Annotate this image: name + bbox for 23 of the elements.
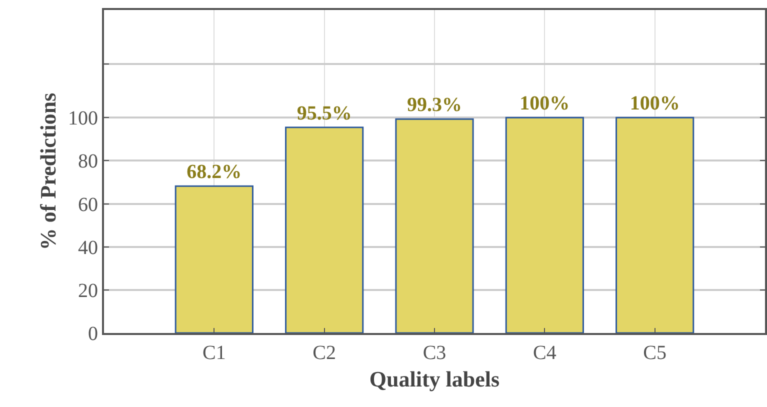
bar	[285, 126, 364, 333]
x-tick-label: C4	[533, 342, 556, 364]
y-tick-label: 80	[78, 150, 98, 173]
bar	[174, 185, 254, 333]
data-label: 68.2%	[186, 161, 242, 184]
data-label: 100%	[630, 92, 680, 115]
y-axis-title: % of Predictions	[35, 92, 60, 250]
bar	[505, 116, 584, 333]
x-tick-label: C1	[202, 342, 226, 364]
x-tick-label: C5	[643, 342, 666, 364]
y-tick-label: 0	[88, 323, 98, 345]
y-tick-label: 40	[78, 236, 98, 259]
y-tick-label: 20	[78, 280, 98, 302]
x-tick-label: C3	[422, 342, 446, 364]
y-tick-label: 60	[78, 194, 98, 216]
data-label: 95.5%	[296, 102, 352, 124]
bar	[395, 118, 474, 333]
y-tick-label: 100	[68, 108, 98, 130]
data-label: 99.3%	[407, 94, 462, 116]
data-label: 100%	[520, 92, 570, 115]
bar	[616, 116, 694, 333]
x-axis-title: Quality labels	[369, 366, 500, 392]
x-tick-label: C2	[312, 342, 336, 364]
